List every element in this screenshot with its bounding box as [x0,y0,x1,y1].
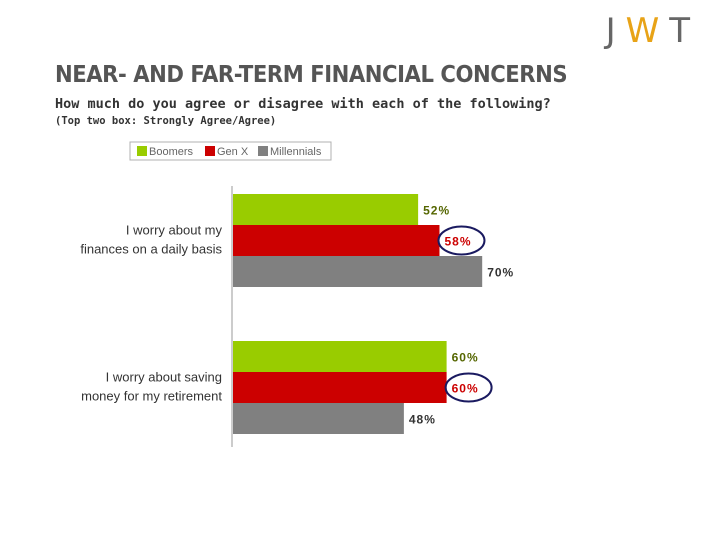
category-label-1-line-1: money for my retirement [81,389,222,404]
logo-letter-j: J [605,11,626,51]
data-label-gen-x-0: 58% [444,235,471,249]
data-label-boomers-1: 60% [452,351,479,365]
category-label-1-line-0: I worry about saving [106,370,222,385]
legend-label-gen-x: Gen X [217,146,249,158]
legend-swatch-millennials [258,146,268,156]
page-title: NEAR- AND FAR-TERM FINANCIAL CONCERNS [55,62,568,88]
bar-gen-x-1 [233,372,447,403]
legend-label-boomers: Boomers [149,146,194,158]
legend-label-millennials: Millennials [270,146,322,158]
category-label-0-line-1: finances on a daily basis [80,242,222,257]
bar-millennials-1 [233,403,404,434]
data-label-gen-x-1: 60% [452,382,479,396]
highlight-circle-1 [444,372,493,403]
bar-boomers-1 [233,341,447,372]
chart-subtitle: How much do you agree or disagree with e… [55,96,551,112]
chart-note: (Top two box: Strongly Agree/Agree) [55,115,277,127]
logo-letter-w: W [625,11,670,51]
category-label-0-line-0: I worry about my [126,223,223,238]
bar-millennials-0 [233,256,483,287]
data-label-millennials-0: 70% [487,266,514,280]
bar-boomers-0 [233,194,419,225]
legend-swatch-boomers [137,146,147,156]
data-label-millennials-1: 48% [409,413,436,427]
logo-letter-t: T [669,11,700,51]
jwt-logo: JWT [606,14,700,48]
bar-gen-x-0 [233,225,440,256]
legend-swatch-gen-x [205,146,215,156]
highlight-circle-0 [437,225,486,256]
data-label-boomers-0: 52% [423,204,450,218]
legend-box [129,141,332,161]
